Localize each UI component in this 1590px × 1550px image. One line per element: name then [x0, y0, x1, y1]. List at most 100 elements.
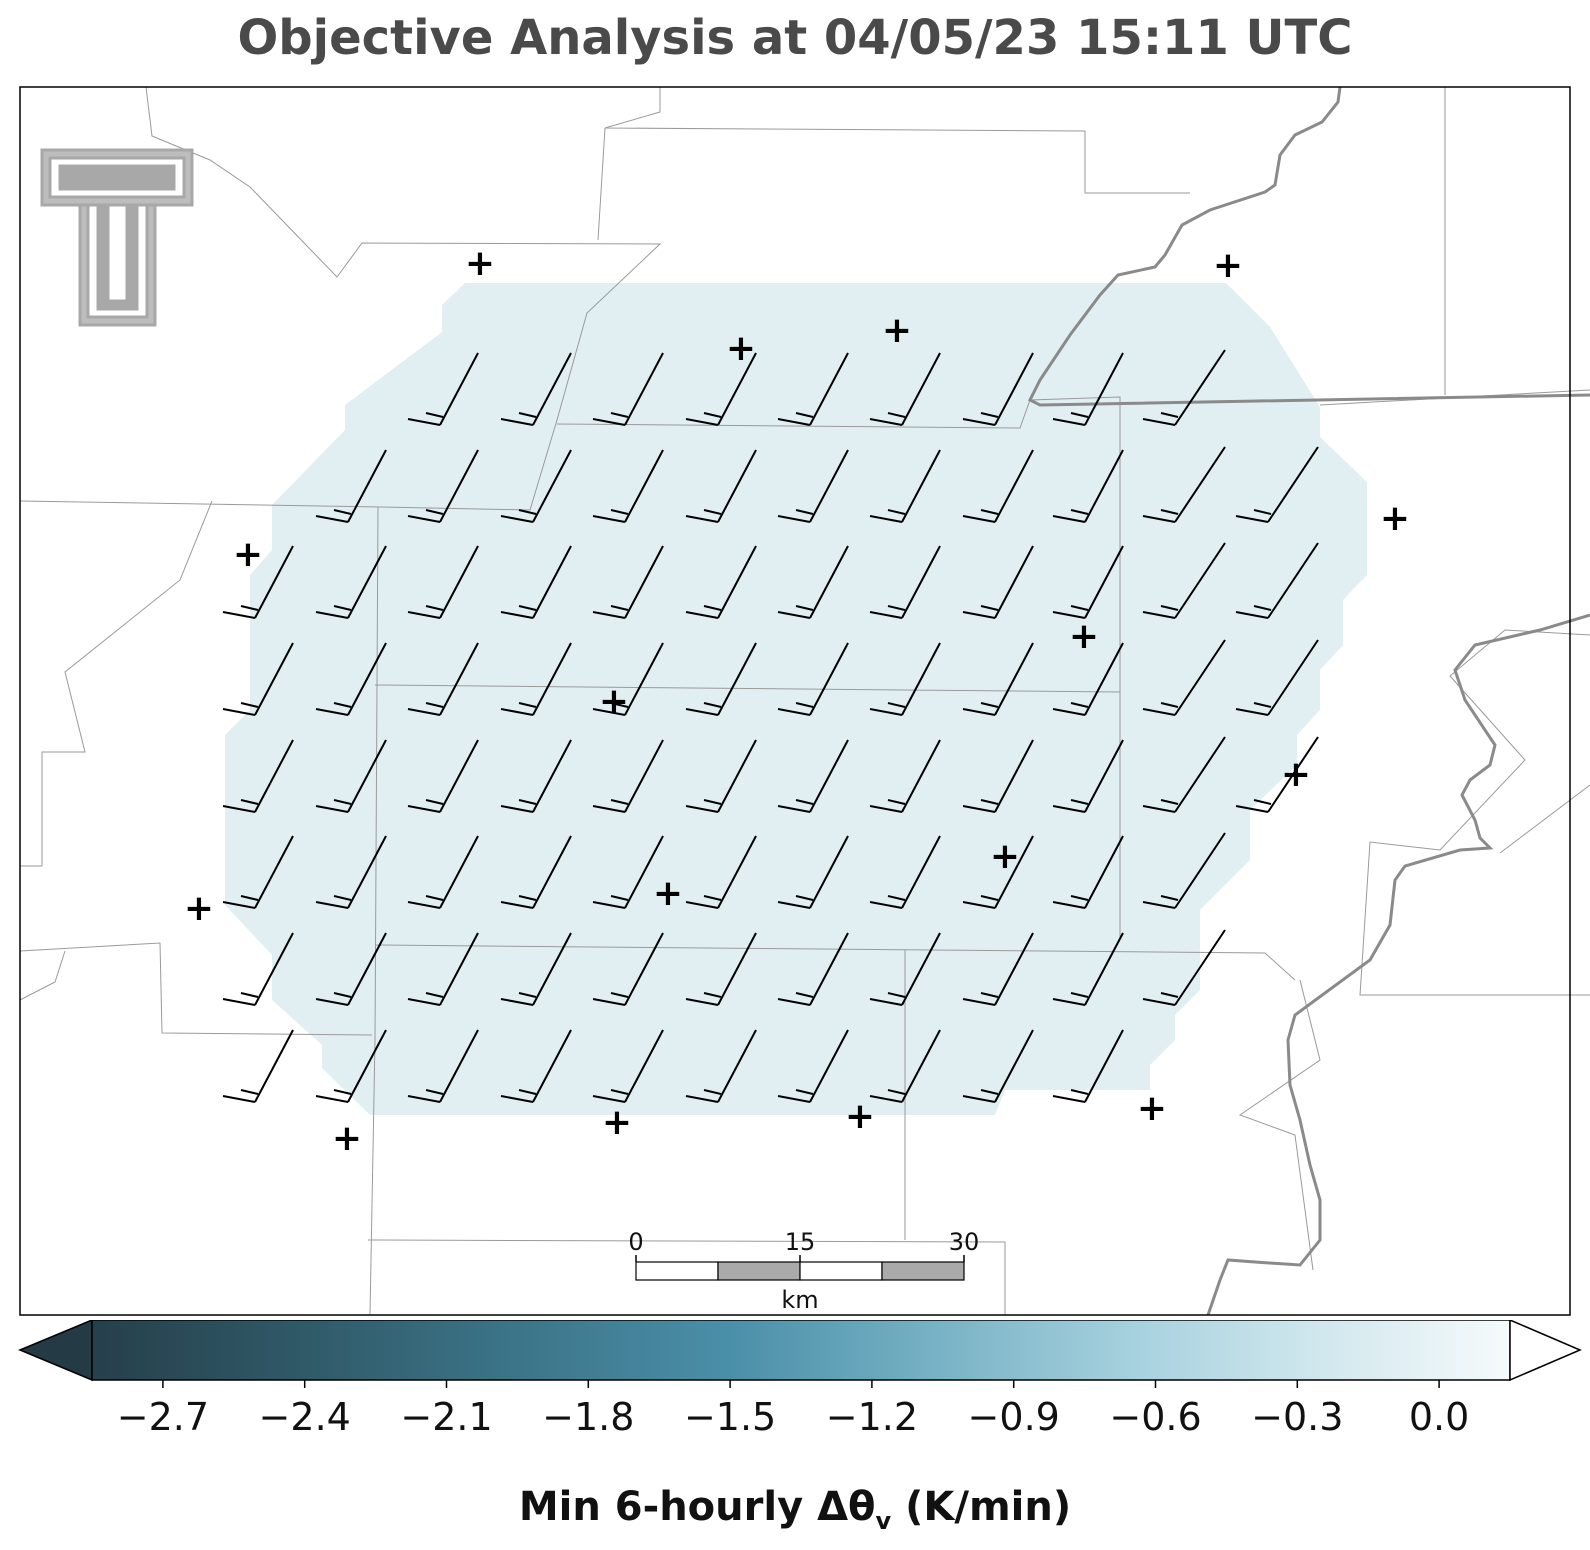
wind-barb-half-flag: [887, 895, 906, 901]
colorbar-extend-low: [18, 1320, 93, 1382]
wind-barb-half-flag: [240, 702, 259, 708]
wind-barb-staff: [532, 739, 572, 813]
wind-barb-staff: [624, 835, 664, 909]
wind-barb-half-flag: [1070, 799, 1089, 805]
wind-barb-half-flag: [980, 509, 999, 515]
wind-barb-half-flag: [887, 605, 906, 611]
wind-barbs: [222, 349, 1319, 1103]
wind-barb-flag: [962, 805, 996, 813]
wind-barb-staff: [994, 642, 1034, 716]
wind-barb-half-flag: [1253, 509, 1272, 515]
wind-barb-staff: [1267, 446, 1319, 523]
wind-barb-staff: [809, 1029, 849, 1103]
station-marker: +: [882, 310, 912, 351]
colorbar-tick-label: −0.3: [1251, 1395, 1343, 1439]
station-marker: +: [845, 1096, 875, 1137]
station-marker: +: [602, 1102, 632, 1143]
wind-barb-flag: [592, 901, 626, 909]
wind-barb-staff: [717, 352, 757, 426]
wind-barb-half-flag: [518, 1089, 537, 1095]
wind-barb-staff: [994, 545, 1034, 619]
station-marker: +: [726, 328, 756, 369]
wind-barb-half-flag: [980, 895, 999, 901]
wind-barb-flag: [222, 998, 256, 1006]
wind-barb-half-flag: [795, 799, 814, 805]
wind-barb-half-flag: [703, 992, 722, 998]
wind-barb-staff: [717, 739, 757, 813]
wind-barb-flag: [1142, 901, 1176, 909]
wind-barb-half-flag: [425, 1089, 444, 1095]
wind-barb-half-flag: [333, 1089, 352, 1095]
wind-barb-staff: [901, 642, 941, 716]
wind-barb-half-flag: [795, 702, 814, 708]
wind-barb-flag: [1052, 515, 1086, 523]
wind-barb-flag: [685, 805, 719, 813]
wind-barb-half-flag: [703, 1089, 722, 1095]
wind-barb-flag: [685, 708, 719, 716]
wind-barb-flag: [777, 708, 811, 716]
wind-barb-staff: [717, 1029, 757, 1103]
wind-barb-staff: [809, 835, 849, 909]
wind-barb-staff: [717, 545, 757, 619]
wind-barb-flag: [962, 611, 996, 619]
wind-barb-staff: [809, 932, 849, 1006]
colorbar-ticks: −2.7 −2.4 −2.1 −1.8 −1.5 −1.2 −0.9 −0.6 −0.3 0.0: [117, 1380, 1469, 1439]
wind-barb-half-flag: [980, 1089, 999, 1095]
wind-barb-staff: [1084, 642, 1124, 716]
wind-barb-flag: [962, 515, 996, 523]
wind-barb-flag: [500, 1095, 534, 1103]
wind-barb-staff: [901, 835, 941, 909]
wind-barb-half-flag: [333, 799, 352, 805]
colorbar-tick-label: −2.4: [259, 1395, 351, 1439]
wind-barb-staff: [717, 449, 757, 523]
wind-barb-flag: [592, 1095, 626, 1103]
wind-barb-half-flag: [795, 509, 814, 515]
wind-barb-half-flag: [703, 702, 722, 708]
wind-barb-flag: [1235, 611, 1269, 619]
wind-barb-flag: [500, 515, 534, 523]
wind-barb-staff: [532, 642, 572, 716]
wind-barb-staff: [809, 449, 849, 523]
scale-bar: 0 15 30 km: [628, 1228, 979, 1314]
wind-barb-half-flag: [1070, 895, 1089, 901]
wind-barb-staff: [1174, 832, 1226, 909]
wind-barb-flag: [685, 515, 719, 523]
station-marker: +: [653, 873, 683, 914]
wind-barb-flag: [869, 515, 903, 523]
wind-barb-staff: [347, 642, 387, 716]
wind-barb-half-flag: [610, 799, 629, 805]
wind-barb-staff: [994, 352, 1034, 426]
wind-barb-staff: [532, 449, 572, 523]
wind-barb-half-flag: [1070, 992, 1089, 998]
wind-barb-staff: [624, 642, 664, 716]
wind-barb-half-flag: [518, 702, 537, 708]
wind-barb-flag: [592, 611, 626, 619]
wind-barb-flag: [1052, 418, 1086, 426]
wind-barb-flag: [500, 611, 534, 619]
wind-barb-flag: [500, 805, 534, 813]
wind-barb-flag: [592, 998, 626, 1006]
wind-barb-flag: [777, 611, 811, 619]
wind-barb-half-flag: [333, 992, 352, 998]
wind-barb-staff: [994, 1029, 1034, 1103]
wind-barb-staff: [809, 739, 849, 813]
wind-barb-staff: [439, 449, 479, 523]
wind-barb-flag: [962, 998, 996, 1006]
wind-barb-staff: [532, 545, 572, 619]
wind-barb-flag: [1052, 901, 1086, 909]
wind-barb-half-flag: [240, 605, 259, 611]
wind-barb-half-flag: [1070, 509, 1089, 515]
wind-barb-flag: [962, 1095, 996, 1103]
wind-barb-flag: [222, 708, 256, 716]
wind-barb-flag: [869, 611, 903, 619]
scale-label-15: 15: [785, 1228, 816, 1256]
wind-barb-half-flag: [610, 509, 629, 515]
wind-barb-staff: [717, 642, 757, 716]
wind-barb-half-flag: [610, 1089, 629, 1095]
wind-barb-half-flag: [425, 412, 444, 418]
wind-barb-flag: [315, 805, 349, 813]
wind-barb-flag: [315, 611, 349, 619]
wind-barb-staff: [254, 642, 294, 716]
wind-barb-staff: [1174, 639, 1226, 716]
station-marker: +: [1213, 245, 1243, 286]
